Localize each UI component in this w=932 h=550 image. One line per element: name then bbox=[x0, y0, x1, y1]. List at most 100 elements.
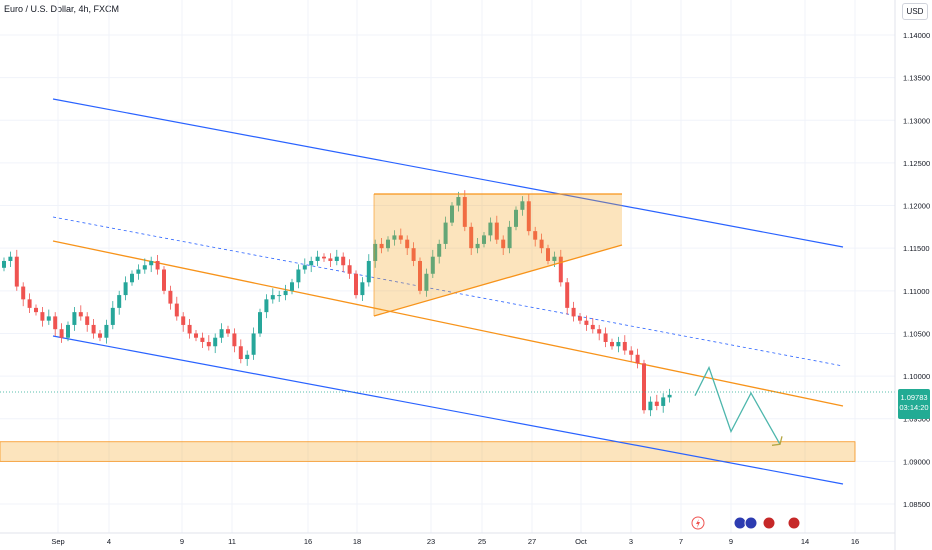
price-tick-label: 1.08500 bbox=[903, 500, 930, 509]
time-tick-label: 16 bbox=[304, 537, 312, 546]
candle-body bbox=[8, 256, 13, 261]
candle-body bbox=[149, 260, 154, 266]
candle-body bbox=[309, 260, 314, 266]
candle-body bbox=[258, 312, 262, 334]
triangle-fill bbox=[374, 194, 622, 316]
candle-body bbox=[91, 324, 96, 334]
price-tick-label: 1.13500 bbox=[903, 74, 930, 83]
time-tick-label: 18 bbox=[353, 537, 361, 546]
candle-body bbox=[667, 394, 672, 398]
candle-body bbox=[424, 273, 429, 291]
candle-body bbox=[315, 256, 320, 261]
support-zone-rect bbox=[0, 441, 856, 462]
candle-body bbox=[590, 324, 595, 330]
candle-body bbox=[104, 324, 109, 338]
candle-body bbox=[501, 239, 506, 249]
eu-flag-icon[interactable] bbox=[733, 516, 747, 530]
candle-body bbox=[616, 341, 621, 347]
projection-arrowhead bbox=[771, 436, 783, 446]
candle-body bbox=[603, 333, 608, 342]
orange-trendline bbox=[52, 240, 844, 407]
chart-title: Euro / U.S. Dollar, 4h, FXCM bbox=[4, 4, 120, 14]
candle-body bbox=[360, 282, 365, 296]
candle-body bbox=[341, 256, 346, 266]
triangle-pattern bbox=[373, 193, 623, 317]
candle-body bbox=[194, 333, 198, 338]
candle-body bbox=[66, 324, 70, 338]
candle-body bbox=[98, 333, 102, 338]
candle-body bbox=[226, 329, 230, 334]
us-flag-icon[interactable] bbox=[762, 516, 776, 530]
price-tick-label: 1.10000 bbox=[903, 372, 930, 381]
candle-body bbox=[290, 282, 294, 291]
candle-body bbox=[462, 197, 467, 227]
time-tick-label: 25 bbox=[478, 537, 486, 546]
candle-body bbox=[373, 243, 378, 261]
time-tick-label: 23 bbox=[427, 537, 435, 546]
price-axis: 1.14000 1.13500 1.13000 1.12500 1.12000 1.115… bbox=[903, 31, 930, 509]
price-tick-label: 1.14000 bbox=[903, 31, 930, 40]
currency-button[interactable]: USD bbox=[902, 3, 928, 20]
candle-body bbox=[174, 303, 179, 317]
candle-body bbox=[494, 222, 499, 240]
candle-body bbox=[379, 243, 384, 249]
candle-body bbox=[386, 239, 390, 249]
time-tick-label: Sep bbox=[51, 537, 64, 546]
candle-body bbox=[488, 222, 493, 236]
candle-body bbox=[430, 256, 435, 274]
candle-body bbox=[366, 260, 371, 283]
candle-body bbox=[661, 397, 666, 406]
time-tick-label: 11 bbox=[228, 537, 236, 546]
candle-countdown: 03:14:20 bbox=[899, 403, 929, 412]
candle-body bbox=[578, 316, 582, 321]
time-tick-label: 16 bbox=[851, 537, 859, 546]
candle-body bbox=[162, 269, 166, 291]
candle-body bbox=[405, 239, 410, 249]
candle-body bbox=[123, 282, 128, 296]
candle-body bbox=[245, 354, 250, 360]
candle-body bbox=[584, 320, 589, 325]
candle-body bbox=[597, 329, 602, 334]
support-zone bbox=[0, 441, 856, 462]
price-tick-label: 1.11500 bbox=[903, 244, 930, 253]
candle-body bbox=[21, 286, 26, 300]
candle-body bbox=[53, 316, 58, 330]
candle-body bbox=[450, 205, 454, 223]
candle-body bbox=[130, 273, 134, 283]
candle-body bbox=[264, 299, 269, 313]
price-tick-label: 1.10500 bbox=[903, 329, 930, 338]
time-tick-label: 4 bbox=[107, 537, 111, 546]
candle-body bbox=[155, 260, 160, 270]
time-tick-label: 27 bbox=[528, 537, 536, 546]
us-flag-icon[interactable] bbox=[787, 516, 801, 530]
price-tick-label: 1.11000 bbox=[903, 287, 930, 296]
candle-body bbox=[482, 235, 486, 244]
event-markers[interactable] bbox=[691, 516, 801, 530]
candle-body bbox=[526, 201, 531, 232]
candle-body bbox=[392, 235, 397, 240]
triangle-bottom-line bbox=[373, 244, 623, 317]
candle-body bbox=[546, 248, 550, 261]
price-tick-label: 1.13000 bbox=[903, 116, 930, 125]
current-price-label: 1.09783 03:14:20 bbox=[898, 389, 930, 419]
candle-body bbox=[168, 290, 173, 304]
candle-body bbox=[46, 316, 51, 321]
candle-body bbox=[539, 239, 544, 249]
candle-body bbox=[2, 260, 6, 268]
candle-body bbox=[14, 256, 19, 287]
time-tick-label: 3 bbox=[629, 537, 633, 546]
candles bbox=[2, 190, 672, 417]
candle-body bbox=[334, 256, 339, 261]
candle-body bbox=[398, 235, 403, 240]
trend-channel bbox=[52, 98, 844, 485]
candle-body bbox=[565, 282, 570, 308]
candle-body bbox=[213, 337, 218, 347]
candle-body bbox=[552, 256, 557, 261]
candle-body bbox=[136, 269, 141, 274]
candle-body bbox=[296, 269, 301, 283]
channel-mid-line bbox=[52, 216, 844, 367]
candle-body bbox=[219, 329, 224, 338]
candle-body bbox=[40, 312, 45, 321]
eu-flag-icon[interactable] bbox=[744, 516, 758, 530]
